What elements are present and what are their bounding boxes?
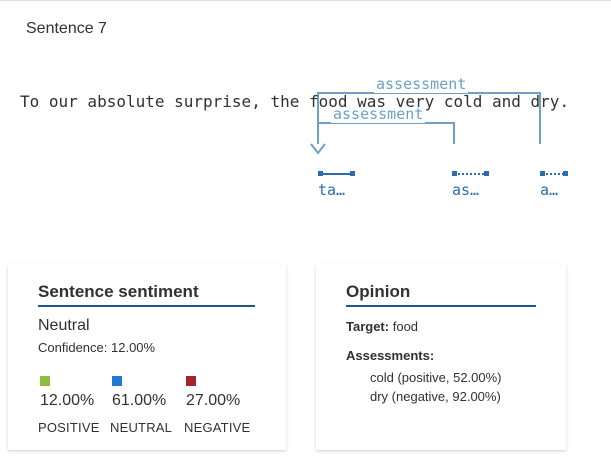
opinion-card-title: Opinion: [346, 282, 536, 307]
negative-value: 27.00%: [186, 392, 241, 409]
underline-dry-handle-left: [540, 171, 545, 176]
underline-food-handle-right: [350, 171, 355, 176]
sentiment-card-title: Sentence sentiment: [38, 282, 255, 307]
underline-dry-handle-right: [563, 171, 568, 176]
relation-arcs: [310, 92, 568, 176]
negative-swatch: [186, 376, 196, 386]
negative-label: NEGATIVE: [184, 420, 251, 435]
positive-value: 12.00%: [40, 392, 95, 409]
neutral-label: NEUTRAL: [110, 420, 173, 435]
tag-assessment-dry[interactable]: a…: [540, 181, 559, 199]
arc-cold-to-food: [317, 122, 455, 144]
underline-food-handle-left: [318, 171, 323, 176]
neutral-swatch: [112, 376, 122, 386]
opinion-card: Opinion Target: food Assessments: cold (…: [316, 264, 566, 450]
positive-swatch: [40, 376, 50, 386]
sentiment-card: Sentence sentiment Neutral Confidence: 1…: [8, 264, 286, 450]
target-key: Target:: [346, 319, 390, 334]
arc-dry-to-food: [317, 92, 541, 144]
underline-cold-handle-left: [452, 171, 457, 176]
opinion-target-row: Target: food: [346, 319, 418, 334]
annotation-area: assessment assessment ta… as… a…: [0, 60, 611, 210]
arrowhead: [310, 143, 326, 155]
target-value: food: [392, 319, 419, 334]
assessment-item: dry (negative, 92.00%): [370, 389, 501, 404]
arc-label-outer: assessment: [374, 75, 469, 93]
positive-label: POSITIVE: [38, 420, 100, 435]
arc-label-inner: assessment: [331, 105, 426, 123]
assessments-list: cold (positive, 52.00%) dry (negative, 9…: [370, 368, 502, 406]
sentiment-label: Neutral: [38, 317, 90, 334]
assessments-key: Assessments:: [346, 348, 435, 363]
top-divider: [0, 0, 611, 1]
underline-cold-handle-right: [484, 171, 489, 176]
tag-assessment-cold[interactable]: as…: [452, 181, 480, 199]
sentence-heading: Sentence 7: [26, 20, 107, 37]
assessment-item: cold (positive, 52.00%): [370, 370, 502, 385]
tag-target[interactable]: ta…: [318, 181, 346, 199]
neutral-value: 61.00%: [112, 392, 167, 409]
confidence-text: Confidence: 12.00%: [38, 340, 156, 355]
sentence-text: To our absolute surprise, the food was v…: [20, 92, 570, 111]
